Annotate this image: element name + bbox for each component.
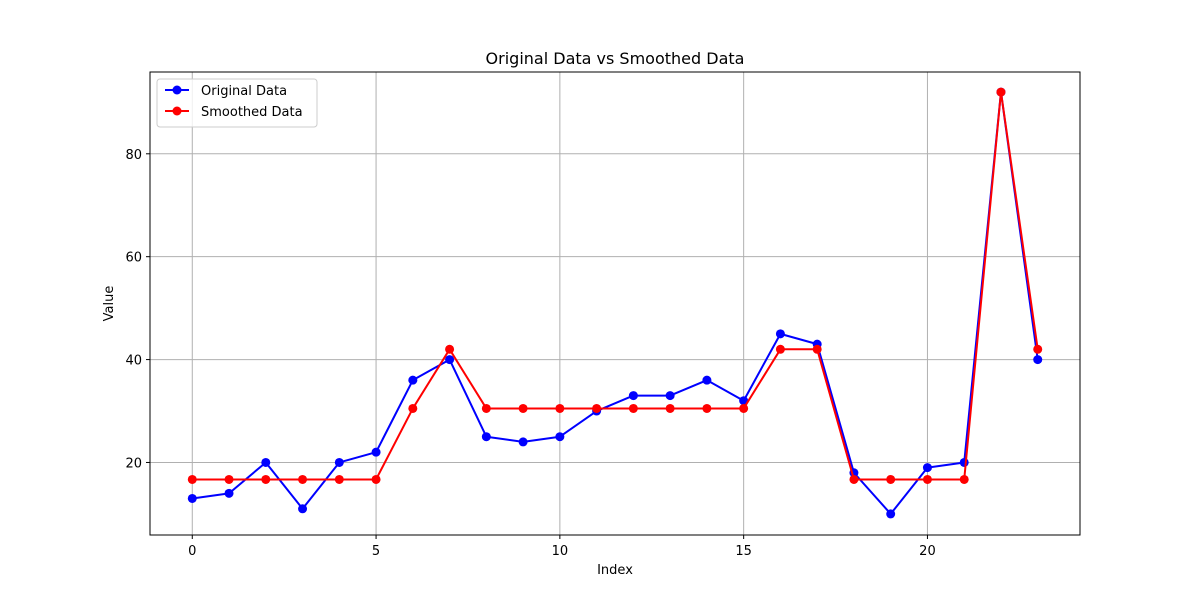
- legend-marker-original: [172, 85, 182, 95]
- data-point: [739, 403, 749, 413]
- series-layer: [187, 87, 1043, 519]
- x-tick-label: 20: [919, 544, 936, 559]
- series-line: [192, 91, 1039, 481]
- x-tick-label: 5: [372, 544, 380, 559]
- data-point: [334, 474, 344, 484]
- data-point: [445, 355, 455, 365]
- data-point: [187, 474, 197, 484]
- data-point: [481, 432, 491, 442]
- y-tick-label: 60: [125, 251, 142, 266]
- x-tick-label: 10: [552, 544, 569, 559]
- chart-title: Original Data vs Smoothed Data: [486, 49, 745, 68]
- data-point: [555, 432, 565, 442]
- y-axis-label: Value: [102, 286, 117, 322]
- data-point: [959, 474, 969, 484]
- data-point: [775, 329, 785, 339]
- data-point: [371, 474, 381, 484]
- data-point: [812, 344, 822, 354]
- data-point: [518, 437, 528, 447]
- legend: Original Data Smoothed Data: [156, 78, 318, 128]
- series-original: [187, 87, 1043, 519]
- data-point: [334, 457, 344, 467]
- legend-box: [156, 78, 318, 128]
- x-axis-label: Index: [597, 563, 633, 578]
- data-point: [445, 344, 455, 354]
- legend-label-smoothed: Smoothed Data: [201, 105, 303, 120]
- data-point: [702, 403, 712, 413]
- data-point: [922, 463, 932, 473]
- legend-marker-smoothed: [172, 106, 182, 116]
- data-point: [261, 474, 271, 484]
- data-point: [702, 375, 712, 385]
- data-point: [224, 488, 234, 498]
- data-point: [518, 403, 528, 413]
- y-tick-label: 20: [125, 456, 142, 471]
- data-point: [371, 447, 381, 457]
- y-tick-label: 80: [125, 148, 142, 163]
- y-tick-label: 40: [125, 354, 142, 369]
- data-point: [408, 375, 418, 385]
- data-point: [481, 403, 491, 413]
- plot-frame: [149, 71, 1081, 536]
- data-point: [1033, 344, 1043, 354]
- data-point: [849, 474, 859, 484]
- data-point: [775, 344, 785, 354]
- data-point: [922, 474, 932, 484]
- data-point: [665, 391, 675, 401]
- data-point: [628, 391, 638, 401]
- data-point: [592, 403, 602, 413]
- data-point: [298, 474, 308, 484]
- data-point: [959, 457, 969, 467]
- data-point: [886, 509, 896, 519]
- data-point: [298, 504, 308, 514]
- data-point: [261, 457, 271, 467]
- data-point: [224, 474, 234, 484]
- series-smoothed: [187, 87, 1043, 484]
- data-point: [628, 403, 638, 413]
- series-line: [192, 91, 1039, 515]
- data-point: [187, 493, 197, 503]
- legend-label-original: Original Data: [201, 84, 287, 99]
- data-point: [1033, 355, 1043, 365]
- data-point: [555, 403, 565, 413]
- x-tick-label: 0: [188, 544, 196, 559]
- data-point: [886, 474, 896, 484]
- x-tick-label: 15: [735, 544, 752, 559]
- data-point: [665, 403, 675, 413]
- data-point: [996, 87, 1006, 97]
- ticks: 0 5 10 15 20 20 40 60 80: [125, 148, 935, 559]
- data-point: [408, 403, 418, 413]
- grid: [150, 72, 1080, 535]
